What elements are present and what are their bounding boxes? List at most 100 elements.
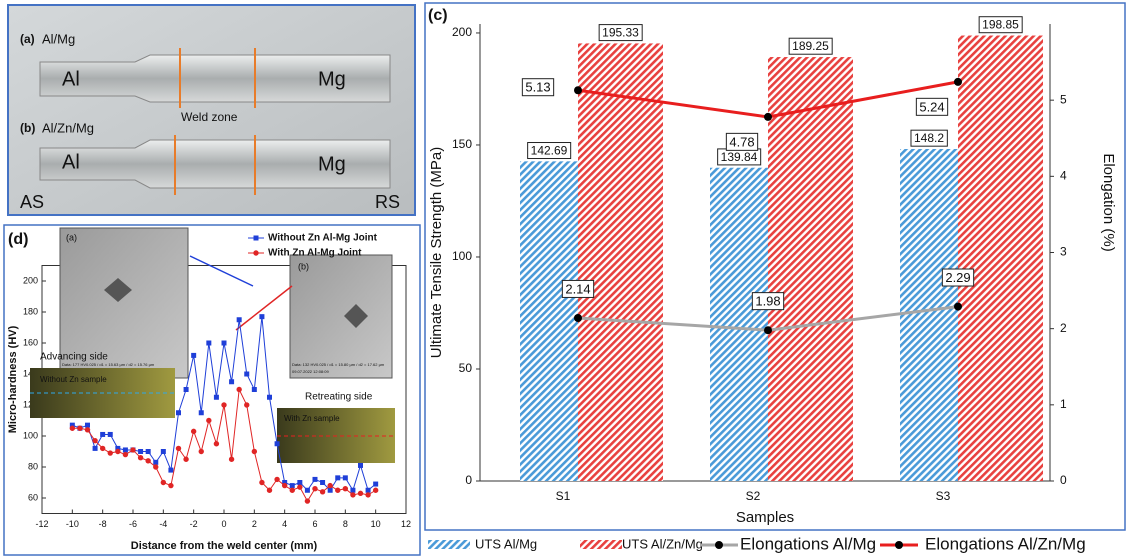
x-tick-label: 0	[221, 519, 226, 529]
point	[236, 386, 242, 393]
label-box	[941, 268, 975, 287]
x-tick-label: -6	[129, 519, 137, 529]
value-label: 198.85	[982, 18, 1019, 32]
point	[84, 427, 91, 433]
photo-text: AS	[20, 192, 44, 212]
photo-text: Mg	[318, 153, 346, 175]
inset-text: Data: 177 HV0.025 / d1 = 15.63 µm / d2 =…	[62, 362, 155, 367]
legend-marker	[253, 235, 259, 241]
y-tick-label: 60	[28, 492, 38, 502]
point	[365, 492, 371, 498]
x-tick-label: S2	[746, 489, 761, 503]
point	[373, 481, 379, 487]
indent	[344, 304, 368, 328]
point	[335, 475, 341, 481]
point	[764, 112, 772, 121]
point	[259, 479, 265, 486]
photo-label: (b)	[20, 121, 35, 135]
point	[320, 480, 326, 485]
x-tick-label: -10	[66, 519, 79, 529]
point	[176, 410, 181, 416]
point	[145, 458, 151, 464]
point	[228, 456, 235, 462]
point	[168, 482, 174, 489]
photo-text: Al	[62, 151, 80, 173]
x-tick-label: S3	[936, 489, 951, 503]
inset-label: (a)	[66, 232, 77, 242]
point	[244, 371, 250, 377]
photo-label: (a)	[20, 32, 35, 46]
point	[350, 487, 356, 493]
point	[259, 314, 265, 320]
point	[954, 77, 962, 86]
y2-tick-label: 0	[1060, 473, 1067, 487]
point	[160, 449, 166, 454]
point	[319, 489, 326, 495]
point	[274, 441, 280, 447]
bar	[958, 35, 1043, 481]
label-box	[598, 24, 643, 42]
x-tick-label: 8	[343, 519, 348, 529]
specimen	[39, 54, 391, 103]
y2-tick-label: 4	[1060, 169, 1067, 183]
y2-axis-title: Elongation (%)	[1100, 153, 1117, 251]
point	[342, 486, 349, 492]
point	[221, 402, 227, 408]
point	[137, 455, 144, 461]
inset-label: (b)	[298, 261, 309, 271]
bar	[768, 57, 853, 481]
value-label: 189.25	[792, 39, 829, 53]
value-label: 139.84	[721, 150, 758, 164]
point	[954, 302, 962, 311]
photo-text: Weld zone	[181, 110, 238, 124]
y-tick-label: 100	[452, 249, 472, 263]
point	[312, 486, 318, 492]
label-box	[725, 132, 759, 151]
point	[206, 340, 212, 346]
annotation: With Zn sample	[284, 414, 340, 423]
inset-text: 09.07.2022 12:08:09	[292, 369, 329, 374]
point	[244, 402, 250, 408]
panel-label: (c)	[428, 7, 448, 24]
bar	[578, 43, 663, 482]
point	[191, 352, 197, 358]
point	[138, 449, 144, 454]
y-tick-label: 200	[452, 25, 472, 39]
point	[289, 483, 295, 489]
point	[282, 480, 288, 485]
point	[221, 340, 227, 346]
point	[168, 467, 174, 473]
point	[297, 480, 303, 485]
y2-tick-label: 5	[1060, 92, 1067, 106]
x-tick-label: 4	[282, 519, 287, 529]
point	[251, 448, 258, 455]
x-tick-label: -12	[35, 519, 48, 529]
legend-marker	[895, 541, 903, 549]
legend-label: With Zn Al-Mg Joint	[268, 248, 362, 259]
label-box	[910, 129, 948, 147]
point	[153, 464, 159, 470]
value-label: 4.78	[729, 134, 754, 149]
label-box	[751, 292, 785, 311]
legend-swatch	[428, 540, 470, 549]
x-tick-label: S1	[556, 489, 571, 503]
point	[213, 441, 220, 447]
point	[99, 445, 106, 452]
arrow	[189, 255, 254, 287]
legend-label: UTS Al/Mg	[475, 536, 537, 551]
point	[327, 487, 333, 493]
point	[85, 422, 90, 428]
photo-title: Al/Mg	[42, 31, 75, 46]
point	[69, 425, 76, 431]
point	[335, 487, 341, 493]
panel-label: (d)	[8, 231, 28, 248]
panel-border	[424, 2, 1126, 531]
point	[198, 410, 204, 416]
point	[107, 450, 113, 456]
value-label: 2.29	[945, 270, 970, 285]
point	[229, 379, 235, 385]
legend-label: Elongations Al/Zn/Mg	[925, 534, 1086, 553]
point	[213, 394, 219, 400]
label-box	[915, 97, 949, 116]
